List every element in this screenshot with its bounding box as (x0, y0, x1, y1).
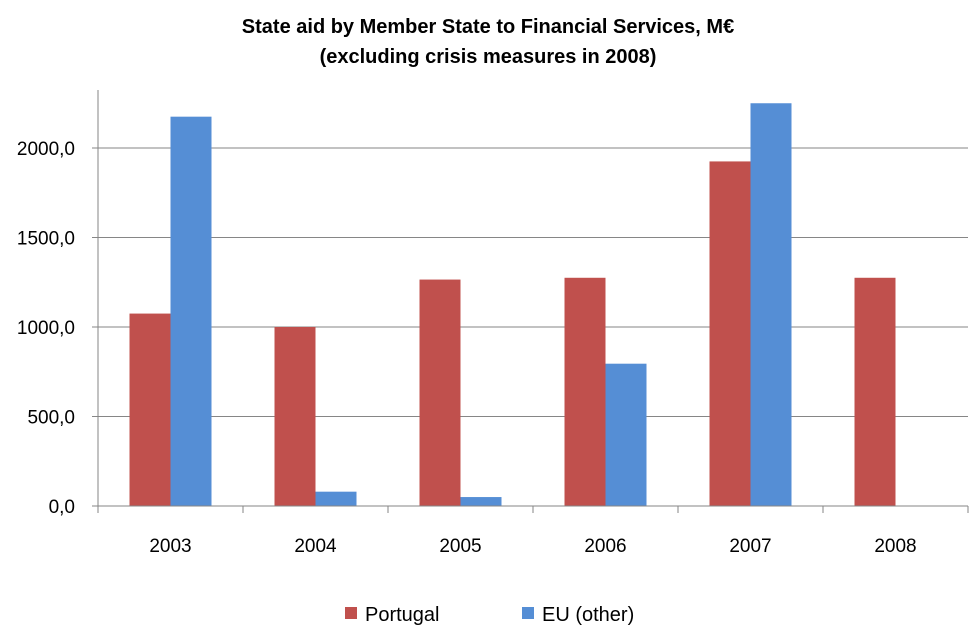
bar-eu-other-2004 (315, 491, 357, 506)
x-tick-label: 2006 (584, 536, 626, 557)
bar-portugal-2006 (564, 277, 606, 506)
legend-swatch-eu-other (522, 607, 534, 619)
x-tick-label: 2004 (294, 536, 337, 557)
bar-portugal-2005 (419, 279, 461, 506)
bar-portugal-2003 (129, 313, 171, 506)
bar-eu-other-2003 (170, 116, 212, 507)
y-tick-label: 2000,0 (17, 139, 75, 160)
y-tick-label: 500,0 (27, 408, 75, 429)
x-tick-label: 2003 (149, 536, 191, 557)
bar-portugal-2008 (854, 277, 896, 506)
chart-subtitle: (excluding crisis measures in 2008) (320, 46, 657, 68)
legend: Portugal EU (other) (345, 604, 634, 626)
x-tick-label: 2008 (874, 536, 916, 557)
x-axis-ticks: 2003 2004 2005 2006 2007 2008 (97, 506, 969, 557)
bar-eu-other-2005 (460, 497, 502, 506)
legend-label-portugal: Portugal (365, 604, 440, 626)
y-tick-label: 0,0 (49, 497, 75, 518)
legend-swatch-portugal (345, 607, 357, 619)
bars (129, 103, 896, 507)
x-tick-label: 2005 (439, 536, 481, 557)
y-tick-label: 1000,0 (17, 318, 75, 339)
gridlines (98, 147, 968, 417)
axes (97, 90, 968, 507)
legend-label-eu-other: EU (other) (542, 604, 634, 626)
y-tick-label: 1500,0 (17, 229, 75, 250)
bar-portugal-2007 (709, 161, 751, 507)
bar-portugal-2004 (274, 327, 316, 506)
chart-title: State aid by Member State to Financial S… (242, 16, 734, 38)
bar-eu-other-2007 (750, 103, 792, 506)
y-axis-ticks: 0,0 500,0 1000,0 1500,0 2000,0 (17, 139, 98, 518)
x-tick-label: 2007 (729, 536, 771, 557)
bar-eu-other-2006 (605, 363, 647, 506)
